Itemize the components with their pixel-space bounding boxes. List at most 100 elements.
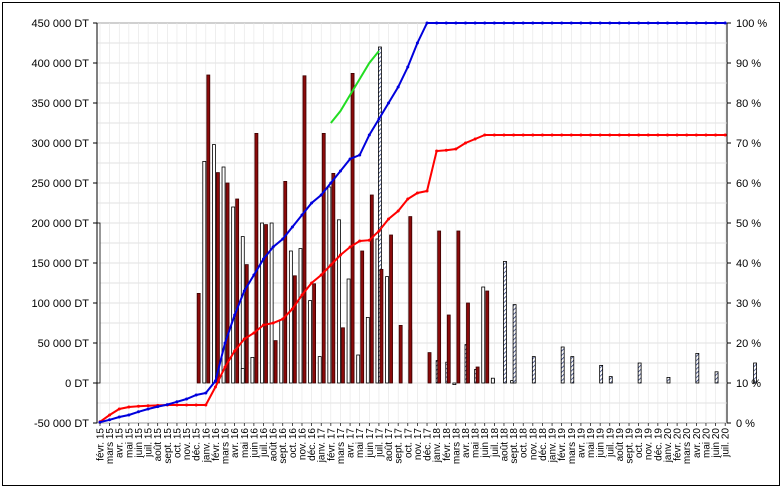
series-point [608, 133, 612, 137]
series-point [377, 117, 381, 121]
y-tick-label: 0 DT [65, 378, 89, 390]
x-tick-label: mai 16 [240, 428, 251, 458]
bar [360, 250, 365, 384]
x-tick-label: juin 16 [249, 428, 260, 459]
x-tick-label: juil. 18 [490, 428, 501, 458]
bar [346, 278, 351, 384]
x-tick-label: juil. 16 [259, 428, 270, 458]
x-tick-label: juin 15 [134, 428, 145, 459]
series-point [540, 21, 544, 25]
series-point [435, 21, 439, 25]
series-point [271, 321, 275, 325]
x-tick-label: mai 17 [355, 428, 366, 458]
series-point [396, 209, 400, 213]
y2-tick-label: 50 % [736, 218, 761, 230]
series-point [117, 407, 121, 411]
bar [475, 366, 480, 384]
series-point [213, 379, 217, 383]
series-point [262, 257, 266, 261]
bar [485, 290, 490, 384]
x-tick-label: mars 17 [336, 428, 347, 465]
x-tick-label: juil. 19 [605, 428, 616, 458]
y-tick-label: 450 000 DT [32, 18, 90, 30]
series-point [348, 245, 352, 249]
x-tick-label: déc. 18 [538, 428, 549, 461]
series-point [387, 101, 391, 105]
series-point [319, 193, 323, 197]
series-point [165, 403, 169, 407]
series-point [406, 197, 410, 201]
series-point [117, 415, 121, 419]
bar [202, 160, 207, 384]
x-tick-label: févr. 19 [557, 428, 568, 461]
series-point [213, 385, 217, 389]
series-point [569, 21, 573, 25]
x-tick-label: août 18 [499, 428, 510, 462]
x-tick-label: mars 19 [567, 428, 578, 465]
bar [341, 327, 345, 384]
x-tick-label: mars 16 [221, 428, 232, 465]
x-tick-label: mars 15 [105, 428, 116, 465]
series-point [550, 133, 554, 137]
y2-tick-label: 100 % [736, 18, 767, 30]
x-tick-label: mars 18 [451, 428, 462, 465]
bar [531, 356, 536, 384]
series-point [252, 273, 256, 277]
series-point [714, 133, 718, 137]
x-tick-label: oct. 19 [634, 428, 645, 458]
x-tick-label: avr. 16 [230, 428, 241, 458]
x-tick-label: sept. 16 [278, 428, 289, 464]
bar [254, 132, 259, 384]
series-point [367, 133, 371, 137]
series-point [300, 213, 304, 217]
bar [512, 304, 517, 384]
series-point [637, 21, 641, 25]
series-point [233, 313, 237, 317]
bar [560, 346, 565, 384]
series-point [194, 393, 198, 397]
x-tick-label: sept. 19 [625, 428, 636, 464]
bar [288, 250, 293, 384]
bar [503, 260, 507, 384]
series-point [646, 133, 650, 137]
x-tick-label: nov. 17 [413, 428, 424, 460]
series-point [521, 21, 525, 25]
series-point [425, 189, 429, 193]
series-point [463, 141, 467, 145]
series-point [463, 21, 467, 25]
bar [221, 166, 226, 384]
x-tick-label: mai 20 [701, 428, 712, 458]
x-tick-label: févr. 18 [442, 428, 453, 461]
bar [212, 144, 216, 384]
x-tick-label: avr. 17 [346, 428, 357, 458]
bars [96, 46, 757, 386]
series-point [627, 133, 631, 137]
series-point [127, 405, 131, 409]
series-point [473, 21, 477, 25]
series-point [108, 413, 112, 417]
series-point [252, 331, 256, 335]
series-point [704, 21, 708, 25]
bar [240, 236, 245, 384]
series-point [483, 133, 487, 137]
bar [408, 216, 413, 384]
series-point [242, 337, 246, 341]
series-point [367, 238, 371, 242]
series-point [127, 413, 131, 417]
y2-tick-label: 90 % [736, 58, 761, 70]
bar [437, 230, 442, 384]
y2-tick-label: 0 % [736, 418, 755, 430]
series-point [223, 341, 227, 345]
series-point [338, 253, 342, 257]
x-tick-label: oct. 15 [172, 428, 183, 458]
series-point [425, 21, 429, 25]
series-point [223, 365, 227, 369]
x-tick-label: déc. 16 [307, 428, 318, 461]
series-point [377, 229, 381, 233]
x-tick-label: août 17 [384, 428, 395, 462]
x-tick-label: juil. 17 [374, 428, 385, 458]
bar [695, 352, 700, 384]
series-point [204, 403, 208, 407]
bar [666, 376, 671, 384]
series-point [473, 137, 477, 141]
